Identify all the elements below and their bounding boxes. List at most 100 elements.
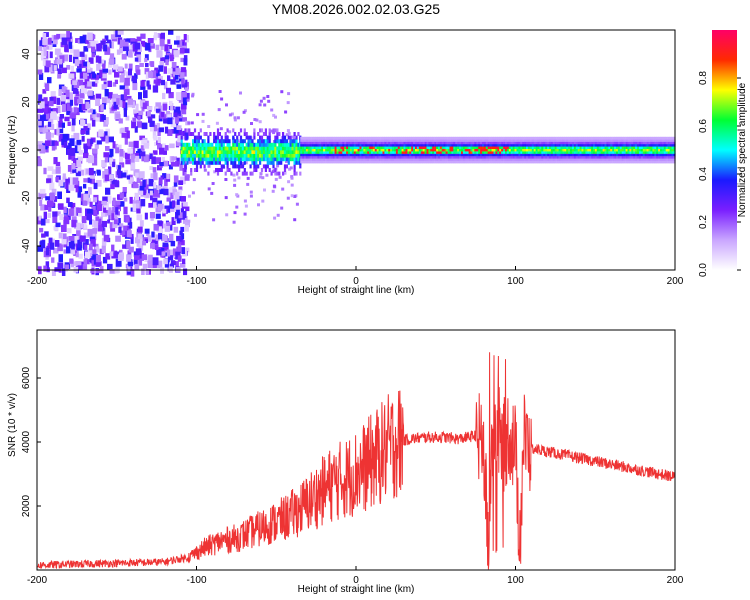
spectrogram-cell [123, 88, 130, 95]
spectrogram-cell [43, 211, 47, 220]
spectrogram-cell [243, 146, 246, 151]
spectrogram-cell [518, 156, 521, 159]
spectrogram-cell [119, 39, 126, 48]
spectrogram-cell [199, 160, 202, 165]
spectrogram-cell [313, 160, 316, 164]
spectrogram-cell [239, 164, 243, 169]
spectrogram-cell [297, 146, 300, 151]
spectrogram-cell [85, 127, 90, 135]
spectrogram-cell [138, 110, 144, 116]
spectrogram-cell [587, 139, 590, 142]
spectrogram-cell [585, 156, 588, 159]
spectrogram-cell [374, 148, 377, 152]
spectrogram-cell [585, 139, 588, 142]
spectrogram-cell [73, 88, 79, 94]
spectrogram-cell [543, 158, 546, 161]
spectrogram-cell [44, 83, 50, 91]
spectrogram-cell [457, 139, 460, 142]
spectrogram-cell [175, 67, 180, 75]
spectrogram-cell [447, 146, 450, 149]
spectrogram-cell [323, 151, 326, 154]
spectrogram-cell [434, 136, 437, 140]
spectrogram-cell [614, 156, 617, 159]
spectrogram-cell [522, 146, 525, 149]
spectrogram-cell [581, 141, 584, 145]
spectrogram-cell [224, 135, 227, 140]
spectrogram-cell [382, 158, 385, 161]
spectrogram-cell [79, 51, 85, 57]
spectrogram-cell [627, 148, 630, 152]
spectrogram-cell [371, 139, 374, 142]
spectrogram-cell [667, 158, 670, 161]
spectrogram-cell [171, 67, 176, 72]
spectrogram-cell [669, 151, 672, 154]
spectrogram-cell [195, 150, 199, 154]
spectrogram-cell [323, 160, 326, 164]
spectrogram-cell [116, 169, 121, 175]
spectrogram-cell [259, 139, 262, 144]
spectrogram-cell [413, 148, 416, 152]
spectrogram-cell [340, 139, 343, 142]
spectrogram-cell [472, 153, 475, 157]
spectrogram-cell [293, 218, 297, 222]
spectrogram-cell [640, 158, 644, 161]
spectrogram-cell [167, 68, 173, 74]
spectrogram-cell [604, 158, 607, 161]
spectrogram-cell [207, 142, 210, 147]
spectrogram-cell [491, 160, 494, 164]
spectrogram-cell [510, 141, 513, 145]
spectrogram-cell [497, 153, 500, 157]
spectrogram-cell [386, 146, 389, 149]
spectrogram-cell [612, 144, 615, 147]
spectrogram-cell [648, 139, 651, 142]
spectrogram-cell [455, 144, 458, 147]
spectrogram-cell [188, 128, 191, 133]
spectrogram-cell [537, 136, 540, 140]
spectrogram-cell [600, 144, 603, 147]
spectrogram-cell [644, 160, 647, 164]
spectrogram-cell [160, 57, 166, 63]
spectrogram-cell [249, 153, 252, 158]
spectrogram-cell [386, 141, 389, 145]
spectrogram-cell [207, 139, 210, 144]
spectrogram-cell [101, 245, 106, 254]
spectrogram-cell [323, 158, 326, 161]
colorbar-gradient [712, 30, 737, 270]
spectrogram-cell [197, 150, 200, 154]
spectrogram-cell [652, 141, 655, 145]
spectrogram-cell [332, 151, 335, 154]
spectrogram-cell [251, 150, 254, 154]
spectrogram-cell [224, 160, 227, 165]
spectrogram-cell [600, 151, 603, 154]
spectrogram-cell [65, 236, 69, 243]
spectrogram-cell [313, 156, 316, 159]
spectrogram-cell [447, 160, 450, 164]
spectrogram-cell [667, 144, 670, 147]
spectrogram-cell [48, 237, 53, 245]
spectrogram-cell [143, 143, 150, 149]
spectrogram-cell [143, 90, 148, 99]
spectrogram-cell [177, 244, 182, 252]
spectrogram-cell [122, 46, 129, 52]
spectrogram-cell [652, 136, 655, 140]
spectrogram-cell [230, 171, 233, 176]
spectrogram-cell [160, 79, 165, 86]
spectrogram-cell [514, 144, 517, 147]
spectrogram-cell [384, 151, 387, 154]
spectrogram-cell [518, 146, 521, 149]
spectrogram-cell [405, 160, 408, 164]
spectrogram-cell [455, 139, 458, 142]
spectrogram-cell [596, 156, 599, 159]
spectrogram-cell [180, 208, 184, 214]
spectrogram-cell [76, 230, 81, 238]
spectrogram-cell [302, 139, 305, 142]
spectrogram-cell [661, 151, 665, 154]
spectrogram-cell [587, 148, 590, 152]
spectrogram-cell [334, 153, 337, 157]
spectrogram-cell [399, 151, 402, 154]
spectrogram-cell [45, 196, 51, 201]
spectrogram-cell [652, 146, 655, 149]
spectrogram-cell [201, 150, 204, 154]
spectrogram-cell [537, 158, 540, 161]
spectrogram-cell [149, 120, 155, 127]
